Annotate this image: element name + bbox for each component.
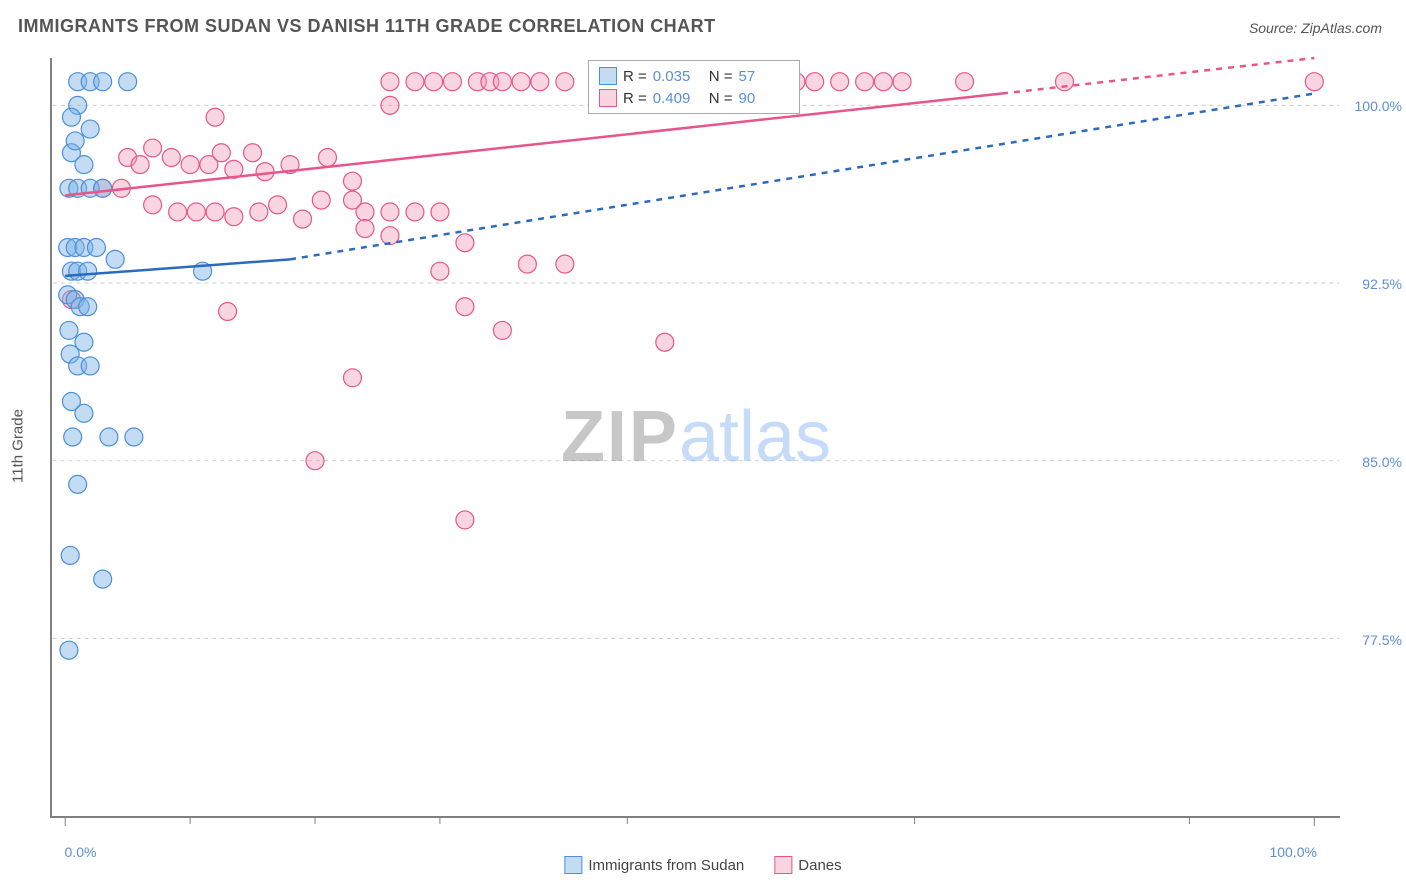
legend-swatch-danes	[599, 89, 617, 107]
series-label-sudan: Immigrants from Sudan	[588, 857, 744, 874]
legend-row-danes: R = 0.409 N = 90	[599, 87, 789, 109]
y-tick-label: 100.0%	[1355, 98, 1402, 114]
scatter-plot-svg	[52, 58, 1340, 816]
x-tick-label: 0.0%	[65, 844, 97, 860]
correlation-legend-box: R = 0.035 N = 57 R = 0.409 N = 90	[588, 60, 800, 114]
legend-n-value-sudan: 57	[739, 68, 789, 85]
legend-r-value-danes: 0.409	[653, 90, 703, 107]
chart-container: IMMIGRANTS FROM SUDAN VS DANISH 11TH GRA…	[0, 0, 1406, 892]
chart-title: IMMIGRANTS FROM SUDAN VS DANISH 11TH GRA…	[18, 16, 716, 37]
series-legend-item-sudan: Immigrants from Sudan	[564, 856, 744, 874]
series-legend-item-danes: Danes	[774, 856, 841, 874]
legend-n-value-danes: 90	[739, 90, 789, 107]
plot-area: ZIPatlas R = 0.035 N = 57 R = 0.409 N = …	[50, 58, 1340, 818]
y-axis-title: 11th Grade	[10, 409, 27, 483]
series-label-danes: Danes	[798, 857, 841, 874]
legend-swatch-sudan	[599, 67, 617, 85]
series-swatch-sudan	[564, 856, 582, 874]
source-label: Source: ZipAtlas.com	[1249, 20, 1382, 36]
legend-n-label: N =	[709, 90, 733, 107]
y-tick-label: 92.5%	[1362, 276, 1402, 292]
x-tick-label: 100.0%	[1269, 844, 1316, 860]
series-swatch-danes	[774, 856, 792, 874]
y-tick-label: 85.0%	[1362, 454, 1402, 470]
legend-n-label: N =	[709, 68, 733, 85]
legend-r-value-sudan: 0.035	[653, 68, 703, 85]
legend-r-label: R =	[623, 90, 647, 107]
legend-r-label: R =	[623, 68, 647, 85]
series-legend: Immigrants from Sudan Danes	[564, 856, 841, 874]
y-tick-label: 77.5%	[1362, 632, 1402, 648]
legend-row-sudan: R = 0.035 N = 57	[599, 65, 789, 87]
